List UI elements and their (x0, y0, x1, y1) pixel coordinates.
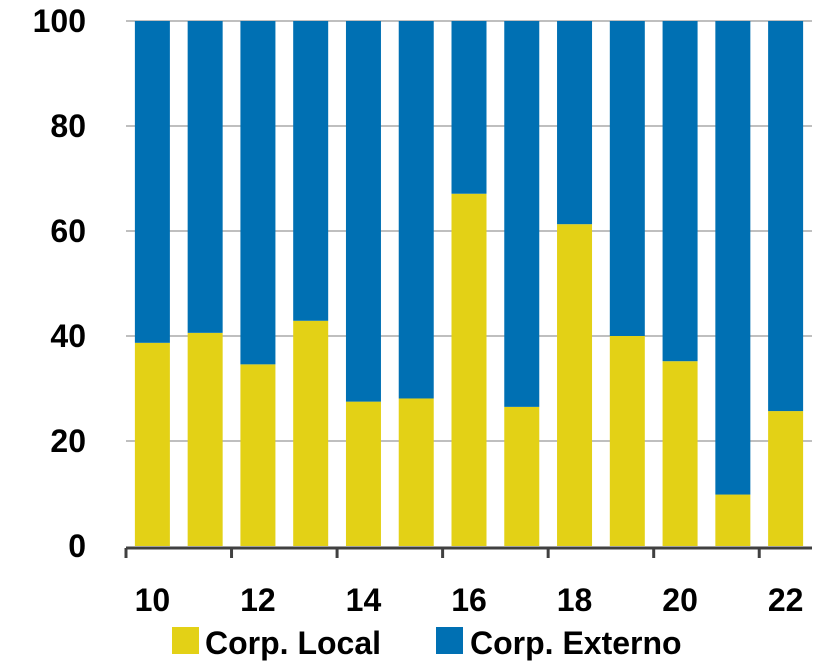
legend-swatch-corp-local (172, 627, 199, 654)
bar-corp-local-17 (504, 406, 540, 546)
y-tick-labels: 0 20 40 60 80 100 (33, 3, 86, 564)
bar-corp-externo-17 (504, 21, 540, 407)
bar-corp-externo-10 (134, 21, 170, 343)
bar-corp-local-21 (715, 494, 751, 546)
bar-corp-local-12 (240, 364, 276, 546)
bar-corp-externo-15 (398, 21, 434, 399)
bar-corp-externo-12 (240, 21, 276, 365)
legend-swatch-corp-externo (436, 627, 463, 654)
bar-corp-externo-22 (768, 21, 804, 412)
bar-corp-externo-19 (609, 21, 645, 336)
axes (124, 546, 812, 558)
x-tick-label-14: 14 (346, 582, 382, 618)
bar-corp-externo-14 (345, 21, 381, 402)
bar-corp-local-10 (134, 342, 170, 546)
x-tick-label-22: 22 (768, 582, 804, 618)
bar-corp-local-20 (662, 361, 698, 546)
legend-label-corp-local: Corp. Local (205, 625, 381, 661)
bar-corp-externo-20 (662, 21, 698, 362)
bar-corp-local-16 (451, 193, 487, 546)
bar-corp-externo-18 (557, 21, 593, 225)
x-tick-label-18: 18 (557, 582, 593, 618)
bar-corp-externo-21 (715, 21, 751, 495)
bar-corp-local-22 (768, 411, 804, 546)
y-tick-label-40: 40 (50, 318, 86, 354)
bar-corp-local-11 (187, 332, 223, 546)
y-tick-label-80: 80 (50, 108, 86, 144)
bars (134, 21, 804, 547)
x-tick-labels: 10 12 14 16 18 20 22 (135, 582, 804, 618)
bar-corp-local-19 (609, 336, 645, 546)
bar-corp-externo-16 (451, 21, 487, 194)
x-tick-label-10: 10 (135, 582, 171, 618)
bar-corp-local-13 (293, 320, 329, 546)
x-tick-label-16: 16 (451, 582, 487, 618)
y-tick-label-20: 20 (50, 423, 86, 459)
legend-label-corp-externo: Corp. Externo (470, 625, 682, 661)
bar-corp-externo-11 (187, 21, 223, 333)
x-tick-label-12: 12 (240, 582, 276, 618)
bar-corp-local-18 (557, 224, 593, 547)
legend: Corp. Local Corp. Externo (172, 625, 682, 661)
x-tick-label-20: 20 (662, 582, 698, 618)
bar-corp-externo-13 (293, 21, 329, 321)
y-tick-label-100: 100 (33, 3, 86, 39)
bar-corp-local-15 (398, 398, 434, 546)
bar-corp-local-14 (345, 401, 381, 546)
y-tick-label-60: 60 (50, 213, 86, 249)
y-tick-label-0: 0 (68, 528, 86, 564)
